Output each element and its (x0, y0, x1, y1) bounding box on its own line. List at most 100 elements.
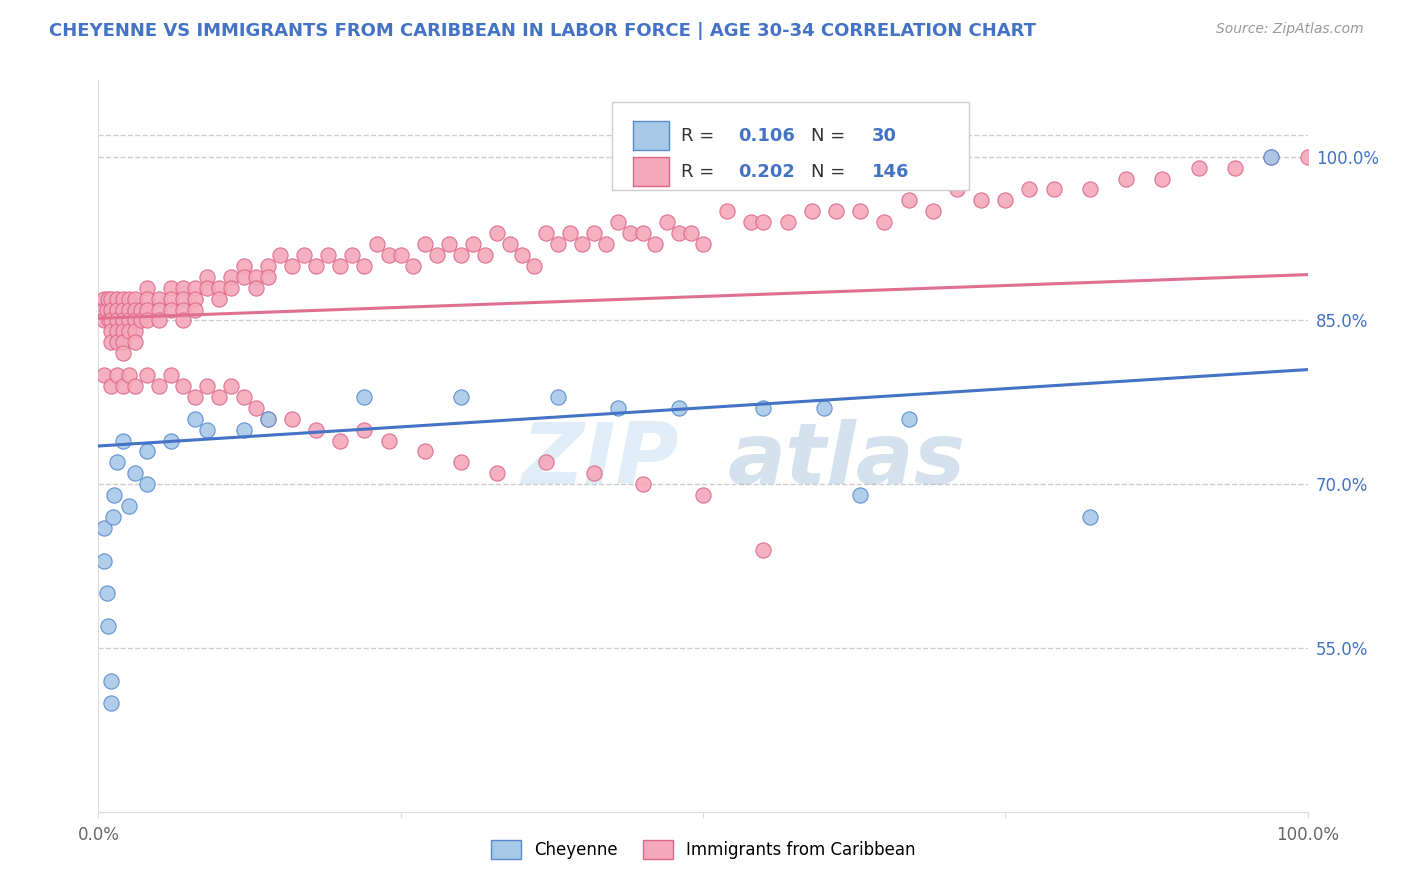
Point (105, 292, 128, 306)
Point (583, 467, 606, 481)
Point (129, 313, 152, 327)
Point (305, 259, 328, 273)
Point (111, 292, 134, 306)
Point (105, 335, 128, 350)
Point (111, 324, 134, 338)
Point (558, 226, 581, 240)
Point (118, 368, 141, 382)
Point (118, 324, 141, 338)
Point (135, 281, 157, 295)
Point (377, 248, 399, 262)
Point (208, 292, 231, 306)
Point (281, 411, 304, 425)
Point (124, 302, 146, 317)
Point (118, 499, 141, 513)
Point (897, 194, 920, 208)
Point (184, 302, 207, 317)
Point (111, 302, 134, 317)
Point (148, 302, 170, 317)
Point (118, 313, 141, 327)
Point (342, 248, 364, 262)
Point (135, 444, 157, 458)
Point (716, 204, 738, 219)
Point (256, 259, 278, 273)
Point (118, 292, 141, 306)
Point (668, 401, 690, 415)
Text: atlas: atlas (727, 419, 966, 502)
Text: N =: N = (811, 127, 851, 145)
Text: R =: R = (682, 163, 720, 181)
Point (776, 215, 799, 229)
Point (510, 248, 533, 262)
Point (111, 335, 134, 350)
Point (105, 302, 128, 317)
Point (946, 182, 969, 196)
Point (232, 390, 254, 404)
Point (1296, 150, 1319, 164)
Point (849, 488, 872, 502)
Point (873, 215, 896, 229)
Point (245, 281, 267, 295)
Point (124, 313, 146, 327)
Point (100, 696, 122, 710)
Point (96, 586, 118, 600)
Point (752, 215, 775, 229)
Point (105, 313, 128, 327)
Point (93, 292, 115, 306)
Point (413, 237, 436, 252)
Point (353, 259, 375, 273)
Point (135, 302, 157, 317)
Point (148, 313, 170, 327)
Point (740, 215, 762, 229)
Point (752, 542, 775, 557)
Point (450, 390, 472, 404)
Point (221, 379, 243, 393)
Point (245, 401, 267, 415)
Point (172, 292, 194, 306)
Point (100, 302, 122, 317)
Point (172, 302, 194, 317)
Point (897, 411, 920, 425)
Point (135, 477, 157, 491)
Point (534, 455, 557, 469)
Point (256, 411, 278, 425)
Point (160, 368, 183, 382)
Text: R =: R = (682, 127, 720, 145)
Point (93, 554, 115, 568)
Point (1260, 150, 1282, 164)
Point (692, 237, 714, 252)
Point (105, 324, 128, 338)
Point (1042, 182, 1064, 196)
Point (1188, 161, 1211, 175)
Point (389, 248, 412, 262)
Point (463, 237, 485, 252)
Point (93, 313, 115, 327)
Point (97, 292, 120, 306)
Point (100, 673, 122, 688)
Text: ZIP: ZIP (522, 419, 679, 502)
Point (474, 248, 496, 262)
Point (118, 302, 141, 317)
Point (232, 423, 254, 437)
Point (111, 379, 134, 393)
Point (195, 423, 218, 437)
Point (825, 204, 848, 219)
Text: Source: ZipAtlas.com: Source: ZipAtlas.com (1216, 22, 1364, 37)
Point (105, 368, 128, 382)
Point (1223, 161, 1246, 175)
Point (160, 302, 183, 317)
Point (547, 390, 569, 404)
Point (221, 269, 243, 284)
Point (607, 401, 630, 415)
Point (534, 226, 557, 240)
Point (195, 281, 218, 295)
Point (619, 226, 641, 240)
Point (450, 455, 472, 469)
Point (93, 521, 115, 535)
Point (111, 313, 134, 327)
Point (329, 259, 352, 273)
Point (96, 302, 118, 317)
Point (172, 379, 194, 393)
FancyBboxPatch shape (613, 103, 969, 190)
Point (160, 434, 183, 448)
